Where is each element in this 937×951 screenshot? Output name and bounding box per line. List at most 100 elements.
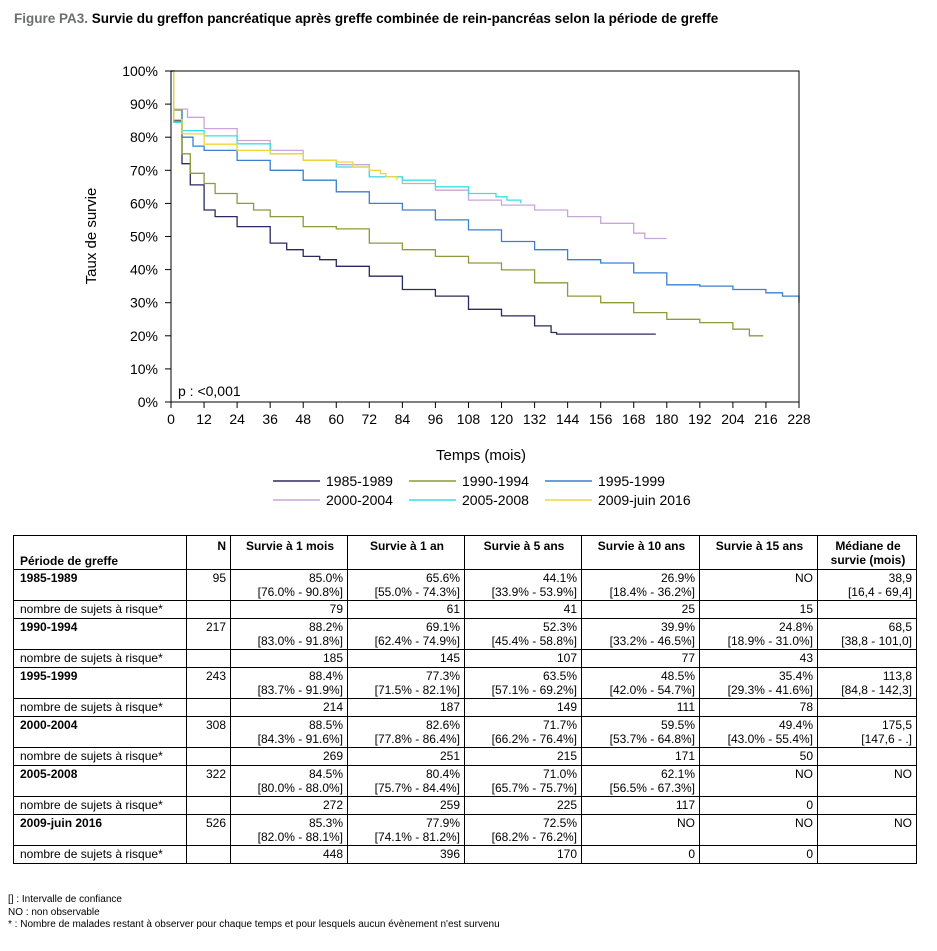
confidence-interval: [147,6 - .] — [861, 732, 912, 746]
y-tick-label: 70% — [130, 162, 158, 178]
risk-count: 225 — [464, 796, 582, 815]
empty-cell — [817, 747, 917, 766]
x-tick-label: 60 — [328, 411, 344, 427]
series-line-2000-2004 — [171, 70, 667, 240]
survival-value: NO — [677, 816, 695, 830]
empty-cell — [817, 649, 917, 668]
confidence-interval — [706, 781, 813, 795]
series-line-2009-juin-2016 — [171, 70, 398, 181]
x-tick-label: 132 — [523, 411, 547, 427]
survival-cell: 38,9 [16,4 - 69,4] — [817, 569, 917, 601]
survival-value: 24.8% — [778, 620, 813, 634]
survival-cell: 39.9% [33.2% - 46.5%] — [581, 618, 700, 650]
risk-count: 187 — [347, 698, 465, 717]
survival-value: 85.3% — [308, 816, 343, 830]
empty-cell — [817, 796, 917, 815]
x-tick-label: 168 — [622, 411, 646, 427]
survival-cell: 82.6% [77.8% - 86.4%] — [347, 716, 465, 748]
survival-cell: NO — [581, 814, 700, 846]
risk-label: nombre de sujets à risque* — [13, 845, 187, 864]
risk-label: nombre de sujets à risque* — [13, 649, 187, 668]
confidence-interval: [83.7% - 91.9%] — [257, 683, 343, 697]
x-tick-label: 72 — [362, 411, 378, 427]
risk-row: nombre de sujets à risque* 79 61 41 25 15 — [13, 600, 917, 619]
empty-cell — [186, 796, 231, 815]
confidence-interval: [84.3% - 91.6%] — [257, 732, 343, 746]
p-value-annotation: p : <0,001 — [178, 383, 241, 399]
x-tick-label: 204 — [721, 411, 745, 427]
confidence-interval — [824, 781, 912, 795]
y-tick-label: 100% — [122, 63, 158, 79]
n-cell: 526 — [186, 814, 231, 846]
survival-cell: 65.6% [55.0% - 74.3%] — [347, 569, 465, 601]
risk-row: nombre de sujets à risque* 269 251 215 171 50 — [13, 747, 917, 766]
survival-cell: 68,5 [38,8 - 101,0] — [817, 618, 917, 650]
survival-value: 68,5 — [888, 620, 912, 634]
x-tick-label: 0 — [167, 411, 175, 427]
table-header-row: Période de greffe N Survie à 1 mois Surv… — [13, 535, 917, 570]
survival-cell: 85.3% [82.0% - 88.1%] — [230, 814, 348, 846]
confidence-interval: [16,4 - 69,4] — [847, 585, 912, 599]
confidence-interval: [62.4% - 74.9%] — [374, 634, 460, 648]
n-cell: 95 — [186, 569, 231, 601]
survival-cell: NO — [699, 569, 818, 601]
survival-cell: 44.1% [33.9% - 53.9%] — [464, 569, 582, 601]
legend-label: 2000-2004 — [326, 492, 393, 508]
x-tick-label: 24 — [229, 411, 245, 427]
survival-cell: 72.5% [68.2% - 76.2%] — [464, 814, 582, 846]
confidence-interval — [588, 830, 695, 844]
confidence-interval: [55.0% - 74.3%] — [374, 585, 460, 599]
risk-count: 107 — [464, 649, 582, 668]
figure-title: Figure PA3. Survie du greffon pancréatiq… — [14, 11, 718, 26]
footnotes: [] : Intervalle de confiance NO : non ob… — [8, 894, 500, 932]
risk-count: 77 — [581, 649, 700, 668]
survival-value: 84.5% — [308, 767, 343, 781]
risk-row: nombre de sujets à risque* 272 259 225 117 0 — [13, 796, 917, 815]
header-median: Médiane de survie (mois) — [817, 535, 917, 570]
survival-cell: 35.4% [29.3% - 41.6%] — [699, 667, 818, 699]
survival-value: 77.9% — [425, 816, 460, 830]
x-tick-label: 12 — [196, 411, 212, 427]
y-tick-label: 10% — [130, 361, 158, 377]
y-tick-label: 80% — [130, 129, 158, 145]
x-tick-label: 192 — [688, 411, 712, 427]
n-cell: 308 — [186, 716, 231, 748]
header-10-years: Survie à 10 ans — [581, 535, 700, 570]
survival-cell: 88.5% [84.3% - 91.6%] — [230, 716, 348, 748]
survival-value: 26.9% — [660, 571, 695, 585]
risk-count: 259 — [347, 796, 465, 815]
period-cell: 1990-1994 — [13, 618, 187, 650]
period-cell: 1985-1989 — [13, 569, 187, 601]
survival-cell: 85.0% [76.0% - 90.8%] — [230, 569, 348, 601]
x-tick-label: 120 — [490, 411, 514, 427]
empty-cell — [817, 600, 917, 619]
survival-cell: 59.5% [53.7% - 64.8%] — [581, 716, 700, 748]
x-tick-label: 180 — [655, 411, 679, 427]
risk-count: 61 — [347, 600, 465, 619]
table-row: 1995-1999 243 88.4% [83.7% - 91.9%] 77.3% [71… — [13, 667, 917, 699]
y-tick-label: 50% — [130, 229, 158, 245]
risk-count: 50 — [699, 747, 818, 766]
confidence-interval: [66.2% - 76.4%] — [491, 732, 577, 746]
period-cell: 2005-2008 — [13, 765, 187, 797]
x-tick-label: 156 — [589, 411, 613, 427]
figure-label: Figure PA3. — [14, 11, 89, 26]
legend-label: 1995-1999 — [598, 473, 665, 489]
legend-label: 1985-1989 — [326, 473, 393, 489]
survival-value: 35.4% — [778, 669, 813, 683]
survival-value: 49.4% — [778, 718, 813, 732]
survival-cell: 49.4% [43.0% - 55.4%] — [699, 716, 818, 748]
confidence-interval: [65.7% - 75.7%] — [491, 781, 577, 795]
survival-value: 63.5% — [542, 669, 577, 683]
empty-cell — [186, 698, 231, 717]
confidence-interval: [56.5% - 67.3%] — [609, 781, 695, 795]
confidence-interval: [68.2% - 76.2%] — [491, 830, 577, 844]
confidence-interval — [824, 830, 912, 844]
header-15-years: Survie à 15 ans — [699, 535, 818, 570]
survival-cell: 62.1% [56.5% - 67.3%] — [581, 765, 700, 797]
risk-count: 272 — [230, 796, 348, 815]
y-tick-label: 60% — [130, 195, 158, 211]
confidence-interval: [53.7% - 64.8%] — [609, 732, 695, 746]
risk-count: 79 — [230, 600, 348, 619]
footnote-risk: * : Nombre de malades restant à observer… — [8, 919, 500, 930]
